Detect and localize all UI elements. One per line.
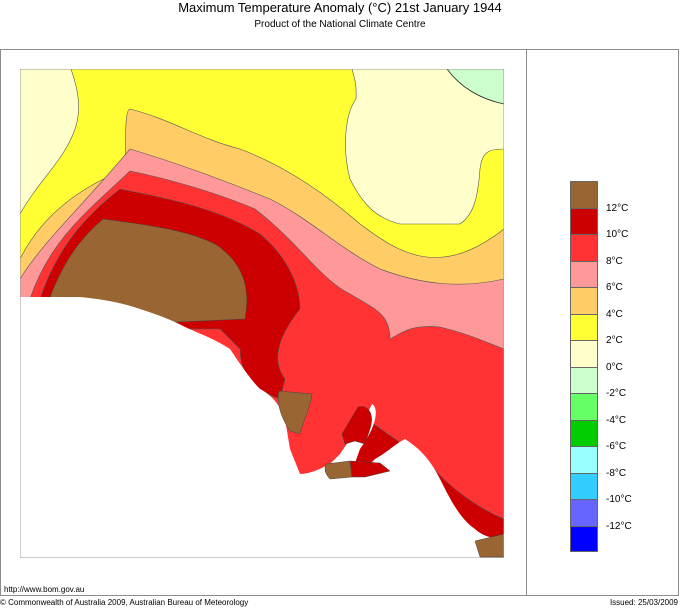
legend-label: 8°C <box>606 256 623 267</box>
legend-label: -2°C <box>606 388 627 399</box>
legend-divider <box>526 50 527 596</box>
legend-swatch <box>570 313 598 340</box>
map-subtitle: Product of the National Climate Centre <box>254 19 426 30</box>
legend-swatch <box>570 525 598 552</box>
temperature-anomaly-map <box>20 69 504 558</box>
legend-swatch <box>570 472 598 499</box>
chart-frame <box>0 49 679 596</box>
kangaroo-island-east <box>349 460 391 478</box>
legend-label: 10°C <box>606 229 629 240</box>
legend-swatch <box>570 340 598 367</box>
band-0-2-west <box>20 69 79 215</box>
legend-swatch <box>570 393 598 420</box>
legend-swatch <box>570 366 598 393</box>
legend-swatch <box>570 287 598 314</box>
legend-label: -6°C <box>606 441 627 452</box>
map-title: Maximum Temperature Anomaly (°C) 21st Ja… <box>178 0 502 15</box>
legend-label: 0°C <box>606 362 623 373</box>
source-url: http://www.bom.gov.au <box>4 585 85 594</box>
legend-swatch <box>570 499 598 526</box>
legend-label: 4°C <box>606 309 623 320</box>
legend-swatch <box>570 181 598 208</box>
copyright-notice: © Commonwealth of Australia 2009, Austra… <box>0 598 249 607</box>
legend-swatch <box>570 419 598 446</box>
legend-label: 6°C <box>606 282 623 293</box>
legend-label: 2°C <box>606 335 623 346</box>
eyre-peninsula-tip <box>278 390 313 435</box>
color-legend <box>570 181 599 552</box>
legend-label: -4°C <box>606 415 627 426</box>
legend-swatch <box>570 207 598 234</box>
southeast-corner <box>474 533 504 558</box>
legend-label: -12°C <box>606 521 632 532</box>
legend-swatch <box>570 260 598 287</box>
issued-date: Issued: 25/03/2009 <box>609 598 678 607</box>
band-0-2-east <box>345 69 504 225</box>
legend-swatch <box>570 234 598 261</box>
kangaroo-island-west <box>324 460 353 480</box>
legend-label: -10°C <box>606 494 632 505</box>
yorke-peninsula <box>341 406 372 445</box>
legend-label: -8°C <box>606 468 627 479</box>
legend-swatch <box>570 446 598 473</box>
legend-label: 12°C <box>606 203 629 214</box>
sea <box>20 297 504 558</box>
